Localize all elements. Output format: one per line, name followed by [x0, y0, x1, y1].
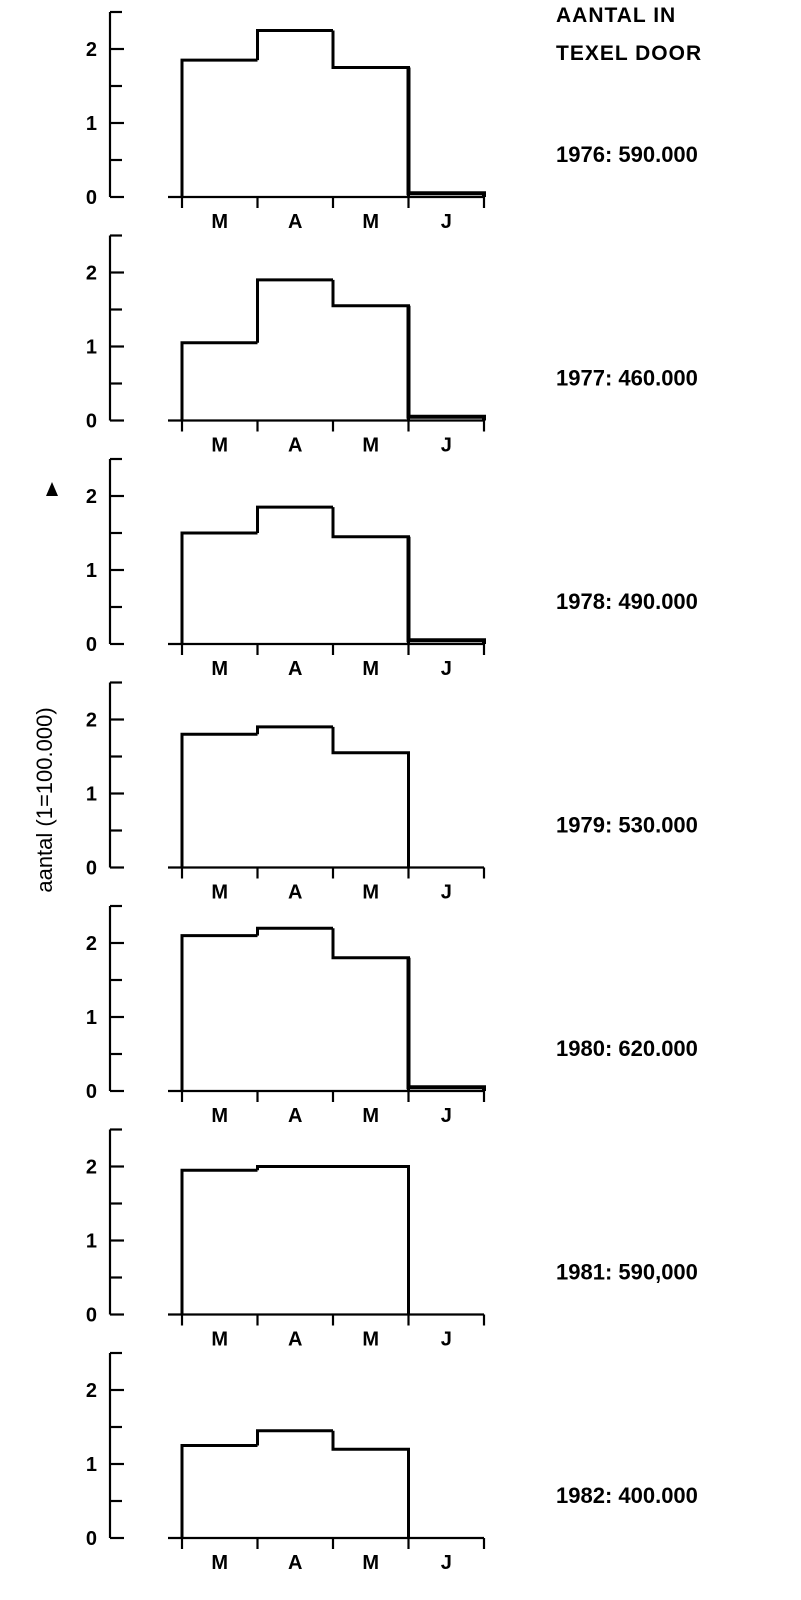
chart-panel: 0 1 2 M A M J 1977: 460.000: [86, 234, 698, 457]
x-tick-label: A: [288, 658, 302, 680]
header-line-2: TEXEL DOOR: [556, 42, 702, 65]
x-tick-label: M: [362, 1105, 379, 1127]
panel-total-label: 1980: 620.000: [556, 1036, 698, 1061]
y-tick-label: 1: [86, 1231, 97, 1253]
chart-panel: 0 1 2 M A M J 1981: 590,000: [86, 1128, 698, 1351]
x-tick-label: A: [288, 1105, 302, 1127]
bar: [331, 726, 410, 868]
bar: [180, 58, 258, 197]
bar: [406, 957, 486, 1091]
y-axis-arrow-icon: [46, 482, 58, 496]
chart-panels: 0 1 2 M A M J 1976: 590.000 0 1 2 M A M J 1977: 460.000…: [86, 10, 698, 1574]
y-tick-label: 1: [86, 784, 97, 806]
y-tick-label: 0: [86, 634, 97, 656]
y-tick-label: 1: [86, 560, 97, 582]
bar: [256, 725, 333, 735]
bar: [331, 507, 410, 644]
panel-total-label: 1977: 460.000: [556, 366, 698, 391]
header-line-1: AANTAL IN: [556, 4, 676, 27]
x-tick-label: M: [362, 1552, 379, 1574]
panel-total-label: 1979: 530.000: [556, 813, 698, 838]
x-tick-label: M: [362, 211, 379, 233]
bar: [256, 278, 333, 343]
y-tick-label: 0: [86, 411, 97, 433]
x-tick-label: M: [211, 1552, 228, 1574]
y-tick-label: 0: [86, 1305, 97, 1327]
chart-panel: 0 1 2 M A M J 1982: 400.000: [86, 1351, 698, 1574]
x-tick-label: M: [211, 1105, 228, 1127]
y-tick-label: 0: [86, 187, 97, 209]
bar: [331, 279, 410, 421]
x-tick-label: A: [288, 435, 302, 457]
chart-panel: 0 1 2 M A M J 1979: 530.000: [86, 681, 698, 904]
bar: [180, 341, 258, 421]
panel-total-label: 1978: 490.000: [556, 589, 698, 614]
x-tick-label: M: [362, 1329, 379, 1351]
x-tick-label: M: [211, 658, 228, 680]
panel-total-label: 1982: 400.000: [556, 1483, 698, 1508]
x-tick-label: J: [441, 882, 452, 904]
bar: [180, 1444, 258, 1538]
y-tick-label: 2: [86, 263, 97, 285]
bar: [406, 536, 486, 644]
x-tick-label: M: [362, 882, 379, 904]
y-tick-label: 0: [86, 1081, 97, 1103]
x-tick-label: A: [288, 882, 302, 904]
bar: [406, 67, 486, 197]
bar: [256, 926, 333, 936]
y-tick-label: 1: [86, 113, 97, 135]
x-tick-label: A: [288, 1329, 302, 1351]
y-tick-label: 2: [86, 486, 97, 508]
bar: [256, 29, 333, 61]
y-tick-label: 2: [86, 710, 97, 732]
x-tick-label: M: [211, 211, 228, 233]
bar: [331, 1430, 410, 1538]
y-tick-label: 2: [86, 933, 97, 955]
bar: [331, 30, 410, 197]
x-tick-label: J: [441, 658, 452, 680]
bar: [180, 732, 258, 868]
chart-panel: 0 1 2 M A M J 1980: 620.000: [86, 904, 698, 1127]
panel-total-label: 1981: 590,000: [556, 1260, 698, 1285]
x-tick-label: J: [441, 1105, 452, 1127]
y-tick-label: 0: [86, 1528, 97, 1550]
bar: [256, 505, 333, 533]
bar: [180, 1168, 258, 1315]
y-tick-label: 1: [86, 1007, 97, 1029]
bar: [256, 1165, 333, 1171]
panel-total-label: 1976: 590.000: [556, 142, 698, 167]
bar: [256, 1429, 333, 1446]
bar: [180, 934, 258, 1091]
bar: [180, 531, 258, 644]
chart-panel: 0 1 2 M A M J 1978: 490.000: [86, 457, 698, 680]
x-tick-label: A: [288, 211, 302, 233]
bar: [333, 1165, 410, 1315]
x-tick-label: A: [288, 1552, 302, 1574]
y-tick-label: 2: [86, 1157, 97, 1179]
x-tick-label: M: [362, 435, 379, 457]
chart-panel: 0 1 2 M A M J 1976: 590.000: [86, 10, 698, 233]
y-tick-label: 1: [86, 337, 97, 359]
x-tick-label: M: [211, 882, 228, 904]
x-tick-label: M: [211, 435, 228, 457]
y-tick-label: 2: [86, 1380, 97, 1402]
y-tick-label: 0: [86, 858, 97, 880]
x-tick-label: J: [441, 1329, 452, 1351]
y-tick-label: 2: [86, 39, 97, 61]
y-tick-label: 1: [86, 1454, 97, 1476]
x-tick-label: J: [441, 1552, 452, 1574]
x-tick-label: M: [362, 658, 379, 680]
y-axis-label: aantal (1=100.000): [32, 707, 57, 892]
x-tick-label: J: [441, 211, 452, 233]
x-tick-label: J: [441, 435, 452, 457]
x-tick-label: M: [211, 1329, 228, 1351]
bar: [406, 305, 486, 421]
bar: [331, 928, 410, 1091]
